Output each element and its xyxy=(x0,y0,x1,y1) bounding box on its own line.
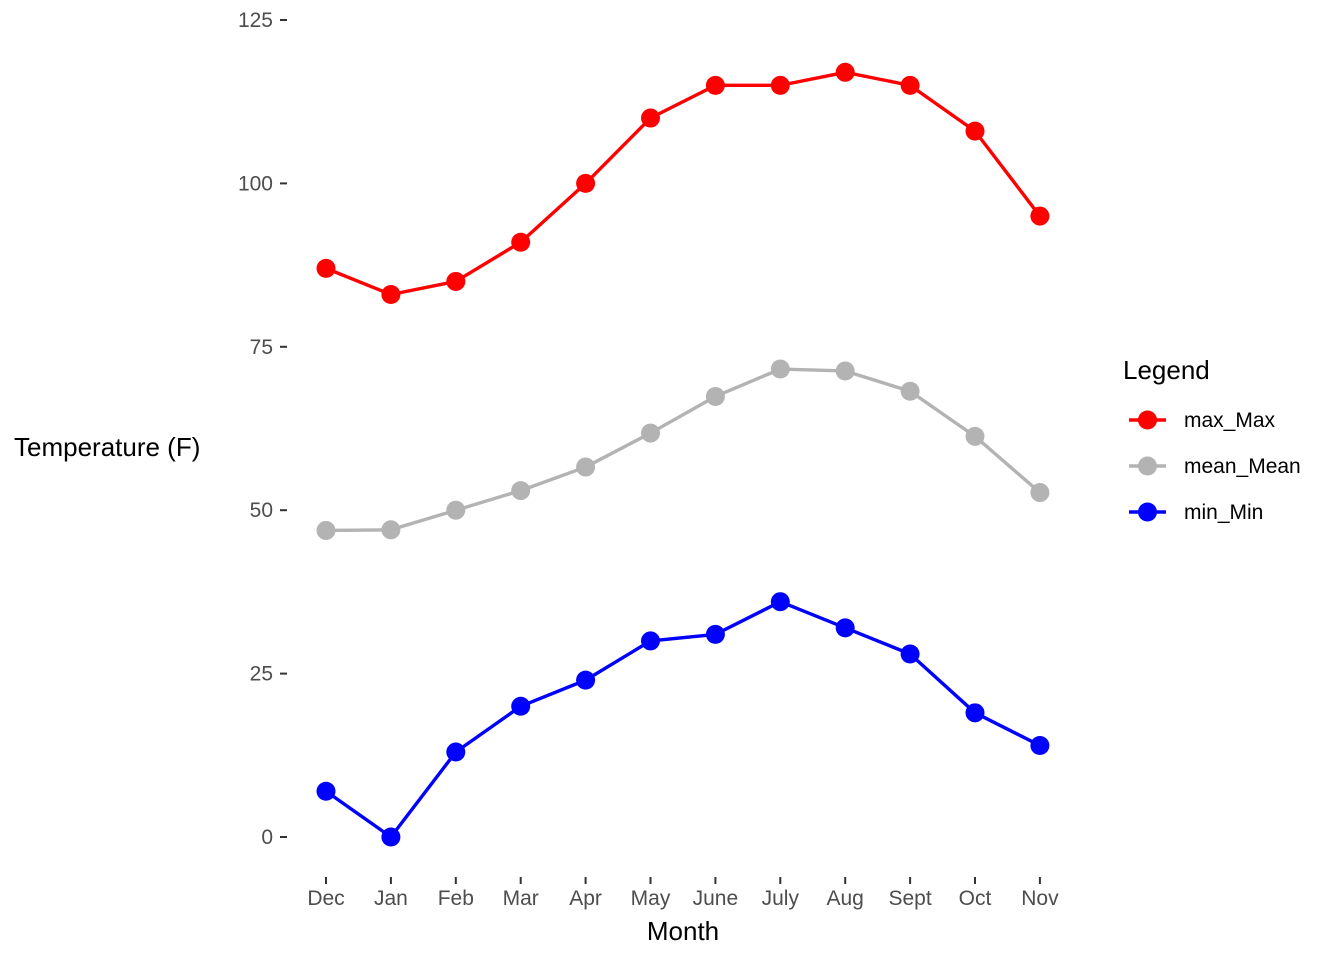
x-tick-label: Jan xyxy=(374,887,408,910)
legend-marker xyxy=(1138,410,1157,430)
x-tick-label: Mar xyxy=(503,887,539,910)
data-point-mean-mean xyxy=(316,520,336,540)
data-point-min-min xyxy=(965,703,985,723)
data-point-mean-mean xyxy=(900,381,920,401)
data-point-max-max xyxy=(1030,206,1050,226)
legend-marker xyxy=(1138,456,1157,476)
data-point-max-max xyxy=(576,173,596,193)
data-point-mean-mean xyxy=(446,500,466,520)
data-point-min-min xyxy=(705,624,725,644)
y-axis-title: Temperature (F) xyxy=(14,432,200,462)
y-tick-label: 25 xyxy=(250,663,273,686)
y-tick-label: 100 xyxy=(238,172,273,195)
data-point-max-max xyxy=(900,75,920,95)
x-tick-label: Aug xyxy=(827,887,864,910)
data-point-max-max xyxy=(381,285,401,305)
y-axis: 0 25 50 75 100 125 xyxy=(238,9,287,849)
data-point-min-min xyxy=(511,696,531,716)
legend-item: max_Max xyxy=(1129,409,1276,432)
legend-item: min_Min xyxy=(1129,501,1263,524)
legend-marker xyxy=(1138,502,1157,522)
legend-item: mean_Mean xyxy=(1129,455,1301,478)
x-tick-label: Dec xyxy=(307,887,344,910)
data-point-max-max xyxy=(446,271,466,291)
x-axis: Dec Jan Feb Mar Apr May June July Aug Sept Oct Nov xyxy=(307,877,1059,910)
x-tick-label: Apr xyxy=(569,887,602,910)
data-point-min-min xyxy=(641,631,660,651)
data-point-max-max xyxy=(770,75,790,95)
legend-label: max_Max xyxy=(1184,409,1276,432)
data-point-max-max xyxy=(965,121,985,141)
data-point-min-min xyxy=(381,827,401,847)
x-tick-label: July xyxy=(762,887,800,910)
x-tick-label: June xyxy=(693,887,739,910)
data-point-max-max xyxy=(511,232,531,252)
x-tick-label: Feb xyxy=(438,887,474,910)
x-tick-label: Nov xyxy=(1021,887,1059,910)
series-line-min-min xyxy=(325,600,1041,839)
y-tick-label: 125 xyxy=(238,9,273,32)
data-point-mean-mean xyxy=(576,457,596,477)
data-point-max-max xyxy=(641,108,660,128)
y-tick-label: 75 xyxy=(250,336,273,359)
x-tick-label: Sept xyxy=(888,887,931,910)
legend-label: min_Min xyxy=(1184,501,1263,524)
data-point-mean-mean xyxy=(770,359,790,379)
data-point-min-min xyxy=(835,618,855,638)
x-tick-label: May xyxy=(631,887,671,910)
x-tick-label: Oct xyxy=(959,887,992,910)
x-axis-title: Month xyxy=(647,916,719,946)
plot-area xyxy=(316,62,1050,847)
data-point-min-min xyxy=(900,644,920,664)
data-point-min-min xyxy=(770,592,790,612)
series-line-max-max xyxy=(325,70,1042,297)
legend-title: Legend xyxy=(1123,355,1210,385)
y-tick-label: 50 xyxy=(250,499,273,522)
data-point-min-min xyxy=(1030,735,1050,755)
data-point-mean-mean xyxy=(641,423,660,443)
data-point-mean-mean xyxy=(965,426,985,446)
data-point-max-max xyxy=(316,258,336,278)
data-point-mean-mean xyxy=(705,386,725,406)
data-point-mean-mean xyxy=(511,481,531,501)
data-point-min-min xyxy=(446,742,466,762)
data-point-mean-mean xyxy=(1030,483,1050,503)
data-point-max-max xyxy=(705,75,725,95)
data-point-mean-mean xyxy=(835,361,855,381)
data-point-min-min xyxy=(316,781,336,801)
legend: Legend max_Max mean_Mean min_Min xyxy=(1123,355,1301,524)
legend-label: mean_Mean xyxy=(1184,455,1301,478)
series-line-mean-mean xyxy=(325,367,1042,533)
data-point-max-max xyxy=(835,62,855,82)
data-point-min-min xyxy=(576,670,596,690)
data-point-mean-mean xyxy=(381,520,401,540)
y-tick-label: 0 xyxy=(261,826,273,849)
